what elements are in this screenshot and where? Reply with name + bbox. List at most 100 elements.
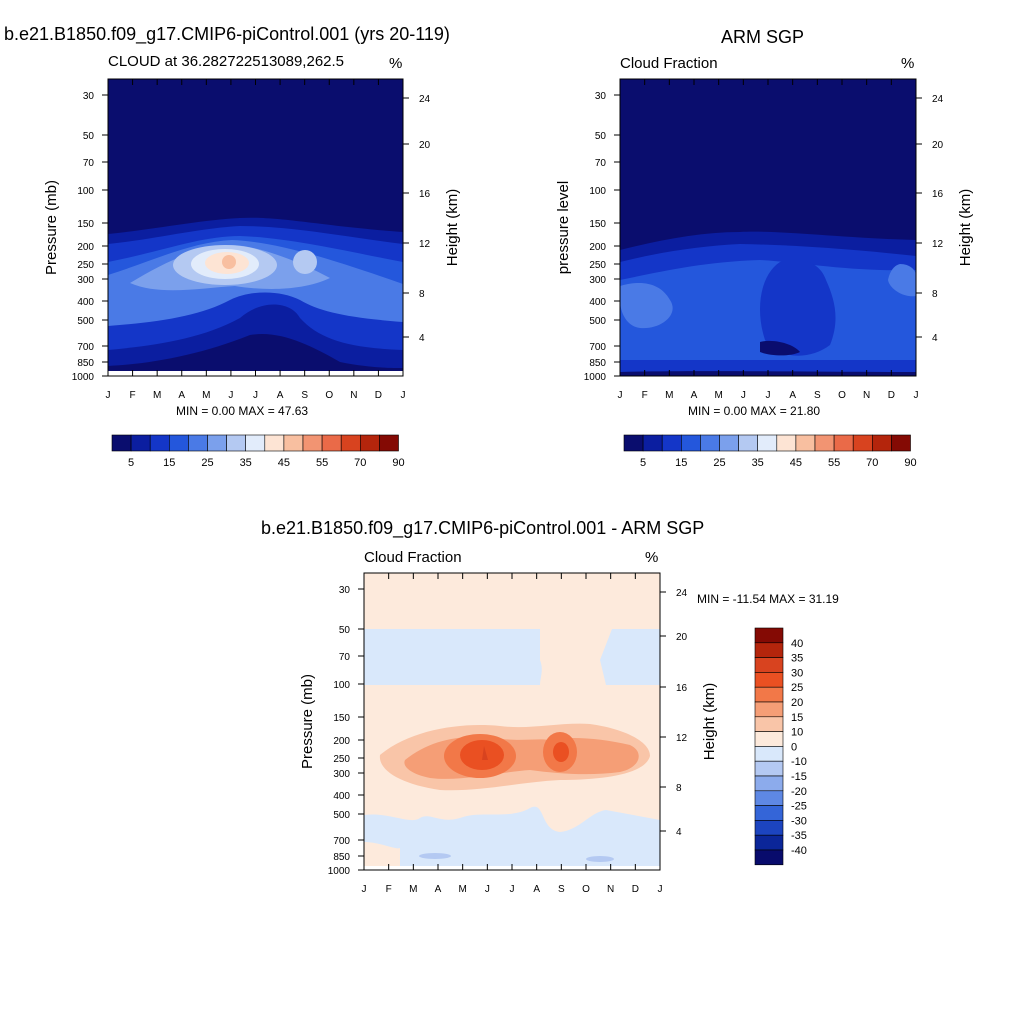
obs-colorbar-label: 35	[752, 457, 764, 469]
model-x-tick-label: J	[253, 390, 258, 401]
model-colorbar-label: 90	[392, 457, 404, 469]
obs-colorbar-label: 45	[790, 457, 802, 469]
model-x-tick-label: M	[153, 390, 161, 401]
obs-colorbar-swatch	[738, 434, 758, 452]
diff-y2-tick-label: 16	[676, 683, 688, 694]
model-x-tick-label: J	[106, 390, 111, 401]
obs-x-tick-label: O	[838, 390, 846, 401]
diff-x-tick-label: A	[533, 884, 540, 895]
obs-colorbar-label: 5	[640, 457, 646, 469]
model-y2-axis-title: Height (km)	[444, 189, 461, 267]
diff-y2-tick-label: 8	[676, 783, 682, 794]
diff-y2-tick-label: 24	[676, 588, 688, 599]
obs-colorbar-swatch	[891, 434, 911, 452]
model-x-tick-label: M	[202, 390, 210, 401]
model-colorbar-label: 55	[316, 457, 328, 469]
model-x-tick-label: J	[228, 390, 233, 401]
model-colorbar-label: 70	[354, 457, 366, 469]
obs-y2-tick-label: 12	[932, 239, 944, 250]
model-x-tick-label: D	[375, 390, 382, 401]
model-colorbar-label: 5	[128, 457, 134, 469]
obs-y2-tick-label: 8	[932, 289, 938, 300]
diff-colorbar-label: -10	[791, 756, 807, 768]
model-colorbar-label: 35	[240, 457, 252, 469]
model-colorbar-swatch	[302, 434, 323, 452]
diff-colorbar-label: -25	[791, 801, 807, 813]
obs-x-tick-label: N	[863, 390, 870, 401]
model-y-tick-label: 200	[77, 242, 94, 253]
diff-y-tick-label: 150	[333, 713, 350, 724]
obs-x-tick-label: A	[691, 390, 698, 401]
obs-colorbar-label: 90	[904, 457, 916, 469]
obs-y-tick-label: 100	[589, 186, 606, 197]
diff-y-tick-label: 30	[339, 585, 351, 596]
model-colorbar-swatch	[264, 434, 285, 452]
diff-colorbar-label: -20	[791, 786, 807, 798]
diff-y2-tick-label: 20	[676, 632, 688, 643]
diff-colorbar-label: 15	[791, 712, 803, 724]
diff-colorbar-swatch	[754, 849, 784, 866]
obs-colorbar-swatch	[776, 434, 797, 452]
diff-y-tick-label: 250	[333, 754, 350, 765]
obs-x-tick-label: J	[766, 390, 771, 401]
obs-colorbar-swatch	[680, 434, 701, 452]
diff-colorbar-label: 30	[791, 667, 803, 679]
model-y-axis-title: Pressure (mb)	[43, 180, 60, 275]
diff-colorbar-label: 10	[791, 727, 803, 739]
obs-y-tick-label: 30	[595, 91, 607, 102]
obs-colorbar-swatch	[871, 434, 892, 452]
obs-x-tick-label: A	[789, 390, 796, 401]
model-colorbar-swatch	[283, 434, 304, 452]
model-y2-tick-label: 4	[419, 333, 425, 344]
diff-colorbar-label: 0	[791, 741, 797, 753]
obs-y-tick-label: 700	[589, 342, 606, 353]
diff-y-tick-label: 400	[333, 791, 350, 802]
obs-y2-tick-label: 24	[932, 94, 944, 105]
obs-colorbar-label: 70	[866, 457, 878, 469]
obs-y-tick-label: 50	[595, 131, 607, 142]
diff-y-tick-label: 1000	[328, 866, 351, 877]
model-colorbar-swatch	[149, 434, 170, 452]
diff-x-tick-label: J	[362, 884, 367, 895]
obs-colorbar-label: 55	[828, 457, 840, 469]
model-title: b.e21.B1850.f09_g17.CMIP6-piControl.001 …	[4, 24, 450, 44]
model-x-tick-label: F	[130, 390, 136, 401]
diff-colorbar-label: 25	[791, 682, 803, 694]
model-colorbar-swatch	[321, 434, 342, 452]
obs-x-tick-label: D	[888, 390, 895, 401]
diff-subtitle-left: Cloud Fraction	[364, 549, 462, 566]
obs-colorbar-swatch	[833, 434, 854, 452]
model-colorbar-swatch	[226, 434, 247, 452]
obs-subtitle-left: Cloud Fraction	[620, 55, 718, 72]
diff-x-tick-label: J	[485, 884, 490, 895]
diff-colorbar-swatch	[754, 672, 784, 688]
model-y-tick-label: 500	[77, 316, 94, 327]
diff-colorbar-label: -35	[791, 830, 807, 842]
diff-x-tick-label: N	[607, 884, 614, 895]
model-y-tick-label: 70	[83, 158, 95, 169]
obs-contour-field	[620, 79, 916, 376]
obs-colorbar-swatch	[661, 434, 682, 452]
obs-y-tick-label: 150	[589, 219, 606, 230]
obs-y-tick-label: 400	[589, 297, 606, 308]
obs-y-axis-title: pressure level	[555, 181, 572, 274]
diff-colorbar-swatch	[754, 760, 784, 777]
obs-y2-tick-label: 20	[932, 140, 944, 151]
model-x-tick-label: S	[301, 390, 308, 401]
obs-x-tick-label: J	[914, 390, 919, 401]
model-x-tick-label: A	[178, 390, 185, 401]
obs-colorbar-swatch	[852, 434, 873, 452]
model-y2-tick-label: 8	[419, 289, 425, 300]
obs-y-tick-label: 200	[589, 242, 606, 253]
obs-colorbar-label: 25	[713, 457, 725, 469]
model-colorbar-label: 15	[163, 457, 175, 469]
model-colorbar-swatch	[188, 434, 208, 452]
diff-x-tick-label: A	[435, 884, 442, 895]
diff-colorbar-swatch	[754, 805, 784, 821]
obs-y-tick-label: 70	[595, 158, 607, 169]
diff-colorbar-swatch	[754, 834, 784, 851]
diff-x-tick-label: M	[458, 884, 466, 895]
obs-y2-tick-label: 4	[932, 333, 938, 344]
obs-x-tick-label: J	[741, 390, 746, 401]
diff-colorbar-label: -30	[791, 815, 807, 827]
